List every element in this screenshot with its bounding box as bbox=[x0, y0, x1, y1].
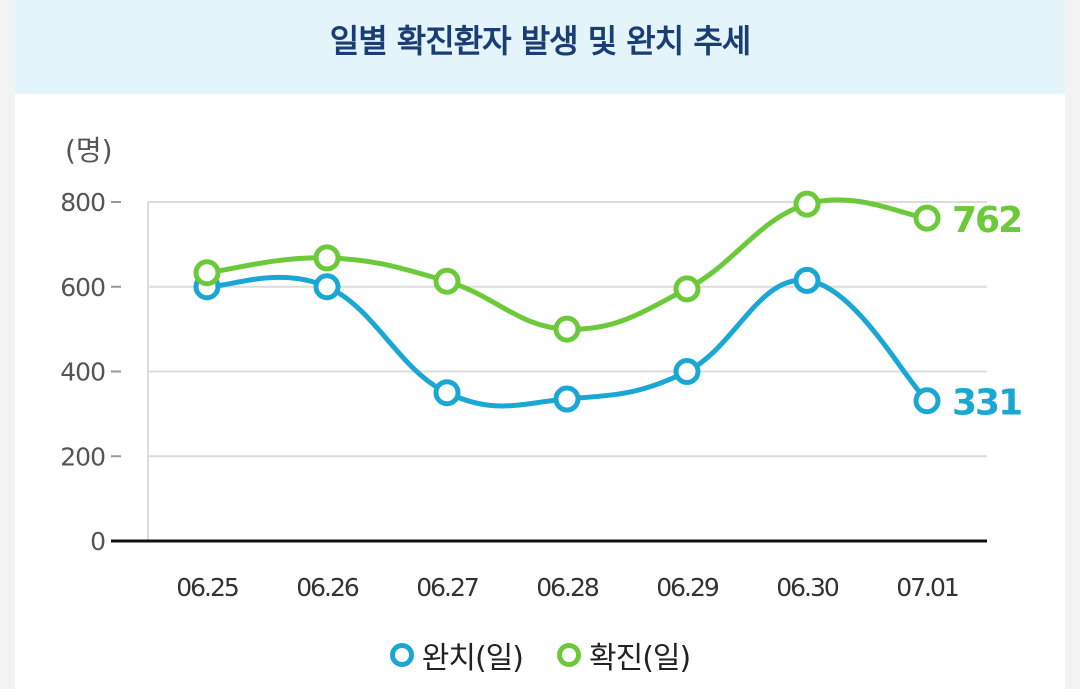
x-tick-label: 06.26 bbox=[296, 573, 359, 602]
data-point-confirmed-06.28 bbox=[553, 315, 581, 343]
data-point-confirmed-07.01 bbox=[913, 204, 941, 232]
x-tick-label: 06.29 bbox=[656, 573, 719, 602]
chart-card: 일별 확진환자 발생 및 완치 추세 (명) 0 200 400 600 800 06.25… bbox=[15, 0, 1065, 689]
data-point-confirmed-06.26 bbox=[313, 244, 341, 272]
x-tick-label: 06.28 bbox=[536, 573, 599, 602]
data-point-confirmed-06.29 bbox=[673, 275, 701, 303]
data-point-recovered-07.01 bbox=[913, 387, 941, 415]
data-point-recovered-06.30 bbox=[793, 266, 821, 294]
legend-item-recovered[interactable]: 완치(일) bbox=[389, 633, 524, 677]
y-unit-label: (명) bbox=[65, 134, 113, 167]
y-tick-label: 800 bbox=[60, 188, 105, 217]
end-label-confirmed: 762 bbox=[952, 200, 1021, 241]
series-line-confirmed bbox=[204, 197, 930, 332]
y-tick-label: 600 bbox=[60, 273, 105, 302]
title-bar: 일별 확진환자 발생 및 완치 추세 bbox=[15, 0, 1065, 94]
legend: 완치(일) 확진(일) bbox=[15, 630, 1065, 680]
legend-label-recovered: 완치(일) bbox=[421, 641, 524, 676]
data-point-recovered-06.27 bbox=[433, 379, 461, 407]
chart-title: 일별 확진환자 발생 및 완치 추세 bbox=[329, 22, 751, 60]
x-tick-label: 06.30 bbox=[776, 573, 839, 602]
data-point-confirmed-06.30 bbox=[793, 190, 821, 218]
x-tick-label: 06.25 bbox=[176, 573, 238, 602]
data-point-confirmed-06.27 bbox=[433, 267, 461, 295]
line-chart: (명) 0 200 400 600 800 06.25 06.26 06.27 06.28 06.2… bbox=[60, 134, 1023, 602]
legend-item-confirmed[interactable]: 확진(일) bbox=[557, 633, 691, 677]
legend-label-confirmed: 확진(일) bbox=[589, 641, 691, 676]
data-point-confirmed-06.25 bbox=[193, 259, 221, 287]
x-tick-label: 06.27 bbox=[416, 573, 478, 602]
y-tick-label: 200 bbox=[60, 442, 105, 471]
legend-marker-recovered-icon bbox=[389, 643, 414, 667]
end-label-recovered: 331 bbox=[952, 383, 1021, 424]
y-tick-label: 0 bbox=[90, 527, 105, 556]
data-point-recovered-06.26 bbox=[313, 273, 341, 301]
y-tick-label: 400 bbox=[60, 358, 105, 387]
legend-marker-confirmed-icon bbox=[557, 643, 581, 667]
x-tick-label: 07.01 bbox=[896, 573, 958, 602]
data-point-recovered-06.29 bbox=[673, 358, 701, 385]
data-point-recovered-06.28 bbox=[553, 385, 581, 413]
